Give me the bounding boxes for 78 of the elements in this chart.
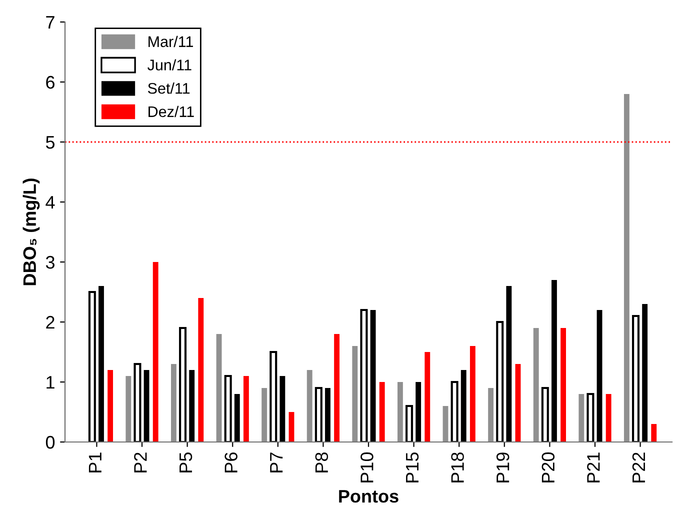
bar	[496, 320, 504, 442]
bar	[108, 370, 114, 442]
bar	[379, 382, 385, 442]
bar	[460, 370, 466, 442]
bar	[397, 382, 403, 442]
bar	[88, 290, 96, 442]
x-tick-label: P22	[632, 452, 645, 482]
y-tick-label: 3	[46, 256, 54, 269]
y-tick-label: 0	[46, 436, 55, 449]
bar	[450, 380, 458, 442]
legend-label: Set/11	[148, 82, 190, 94]
bar	[152, 262, 158, 442]
bar	[360, 308, 368, 442]
bar	[651, 424, 657, 442]
bar	[541, 386, 549, 442]
x-tick-label: P21	[587, 452, 600, 482]
bar	[406, 404, 414, 442]
x-tick-label: P10	[360, 452, 374, 482]
bar	[586, 392, 594, 442]
bar	[198, 298, 204, 442]
bar	[596, 310, 602, 442]
bar	[234, 394, 240, 442]
bar	[224, 374, 232, 442]
bar	[270, 350, 278, 442]
x-tick-label: P7	[270, 452, 283, 472]
x-tick-label: P19	[496, 452, 510, 482]
bar	[352, 346, 358, 442]
bar	[533, 328, 539, 442]
bar	[314, 386, 322, 442]
bar	[126, 376, 132, 442]
y-tick-label: 5	[46, 136, 55, 149]
legend-label: Mar/11	[148, 36, 193, 48]
x-tick-label: P5	[180, 452, 192, 472]
bar	[171, 364, 176, 442]
y-tick-label: 2	[46, 316, 54, 329]
bar	[262, 388, 268, 442]
bar	[442, 406, 448, 442]
bar	[144, 370, 150, 442]
legend-label: Dez/11	[148, 106, 194, 118]
bar	[506, 286, 512, 442]
x-tick-label: P20	[542, 452, 555, 482]
bar	[515, 364, 521, 442]
bar	[134, 362, 142, 442]
x-tick-label: P15	[406, 452, 419, 482]
bar	[98, 286, 104, 442]
bar	[416, 382, 422, 442]
bar	[624, 94, 630, 442]
bar	[280, 376, 286, 442]
bar	[560, 328, 566, 442]
bar	[424, 352, 430, 442]
x-tick-label: P1	[88, 452, 102, 472]
bar	[578, 394, 584, 442]
y-axis-title: DBO₅ (mg/L)	[22, 178, 40, 286]
x-axis-title: Pontos	[339, 490, 398, 503]
bar	[216, 334, 222, 442]
bar	[288, 412, 294, 442]
x-tick-label: P2	[134, 452, 147, 472]
bar	[243, 376, 249, 442]
x-tick-label: P6	[224, 452, 238, 472]
y-tick-label: 7	[46, 16, 54, 29]
bar	[370, 310, 376, 442]
bar	[642, 304, 648, 442]
bar	[325, 388, 330, 442]
x-tick-label: P18	[451, 452, 464, 482]
x-tick-label: P8	[315, 452, 328, 472]
bar	[306, 370, 312, 442]
bar	[179, 326, 187, 442]
legend-label: Jun/11	[148, 59, 192, 70]
bar	[189, 370, 195, 442]
y-tick-label: 4	[46, 196, 55, 209]
bar	[632, 314, 640, 442]
y-tick-label: 1	[46, 376, 54, 389]
y-tick-label: 6	[46, 76, 54, 89]
bar	[470, 346, 476, 442]
bar	[552, 280, 557, 442]
bar	[606, 394, 612, 442]
bar	[488, 388, 494, 442]
bar	[334, 334, 340, 442]
